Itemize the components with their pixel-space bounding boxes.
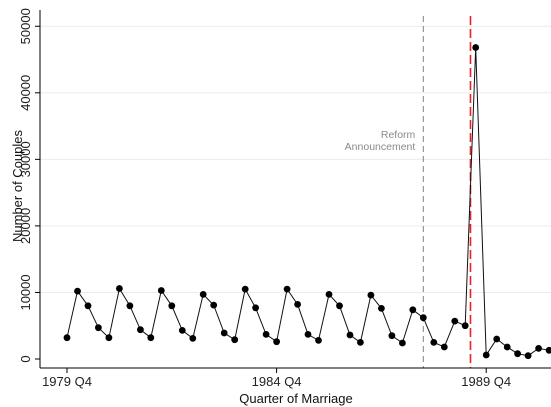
y-tick-label: 10000 bbox=[18, 274, 33, 310]
data-point bbox=[262, 331, 270, 338]
series-line bbox=[66, 47, 551, 357]
data-point bbox=[336, 302, 343, 310]
data-point bbox=[126, 302, 134, 310]
data-point bbox=[503, 343, 511, 351]
data-point bbox=[430, 339, 438, 346]
data-point bbox=[283, 285, 291, 293]
x-axis-title: Quarter of Marriage bbox=[239, 391, 352, 406]
data-point bbox=[199, 291, 207, 298]
data-point bbox=[84, 302, 92, 310]
data-point bbox=[137, 326, 144, 334]
data-point bbox=[524, 352, 532, 360]
y-tick-label: 30000 bbox=[18, 141, 33, 177]
series-group bbox=[63, 44, 551, 360]
y-tick-label: 0 bbox=[18, 355, 33, 362]
data-point bbox=[105, 334, 113, 342]
data-point bbox=[241, 285, 249, 293]
data-point bbox=[357, 339, 364, 346]
data-point bbox=[482, 351, 490, 359]
data-point bbox=[273, 338, 280, 346]
data-point bbox=[252, 304, 259, 312]
data-point bbox=[440, 343, 448, 351]
data-point bbox=[325, 291, 333, 298]
data-point bbox=[157, 287, 165, 294]
y-tick-label: 50000 bbox=[18, 8, 33, 44]
axes bbox=[39, 10, 551, 369]
data-point bbox=[210, 301, 218, 309]
data-point bbox=[168, 302, 176, 310]
data-point bbox=[231, 336, 239, 344]
data-point bbox=[419, 314, 427, 322]
x-tick-label: 1989 Q4 bbox=[461, 374, 511, 389]
data-point bbox=[461, 322, 469, 330]
data-point bbox=[514, 350, 521, 358]
data-point bbox=[535, 345, 542, 352]
data-point bbox=[63, 334, 71, 342]
y-axis-title: Number of Couples bbox=[10, 130, 25, 242]
data-point bbox=[378, 305, 385, 312]
annotation-text: Reform bbox=[381, 129, 416, 141]
data-point bbox=[294, 301, 301, 308]
data-point bbox=[74, 287, 81, 295]
data-point bbox=[399, 339, 406, 347]
data-point bbox=[178, 327, 186, 334]
data-point bbox=[451, 317, 459, 325]
y-ticks: 0 10000 20000 30000 40000 50000 bbox=[18, 8, 40, 363]
data-point bbox=[220, 329, 228, 337]
y-tick-label: 40000 bbox=[18, 75, 33, 111]
data-point bbox=[95, 324, 102, 332]
data-point bbox=[147, 334, 155, 342]
data-point bbox=[116, 285, 123, 292]
x-tick-label: 1984 Q4 bbox=[252, 374, 302, 389]
data-point bbox=[304, 331, 312, 338]
data-point bbox=[346, 331, 354, 339]
annotation-text: Announcement bbox=[345, 141, 416, 153]
data-point bbox=[493, 335, 501, 343]
reference-lines bbox=[422, 16, 472, 368]
x-tick-label: 1979 Q4 bbox=[42, 374, 92, 389]
data-point bbox=[409, 306, 417, 314]
data-point bbox=[388, 332, 396, 340]
y-tick-label: 20000 bbox=[18, 208, 33, 244]
data-point bbox=[472, 44, 480, 51]
data-point bbox=[189, 335, 197, 342]
data-point bbox=[315, 337, 322, 344]
data-point bbox=[545, 346, 551, 354]
data-point bbox=[367, 291, 375, 299]
gridlines bbox=[40, 25, 551, 293]
